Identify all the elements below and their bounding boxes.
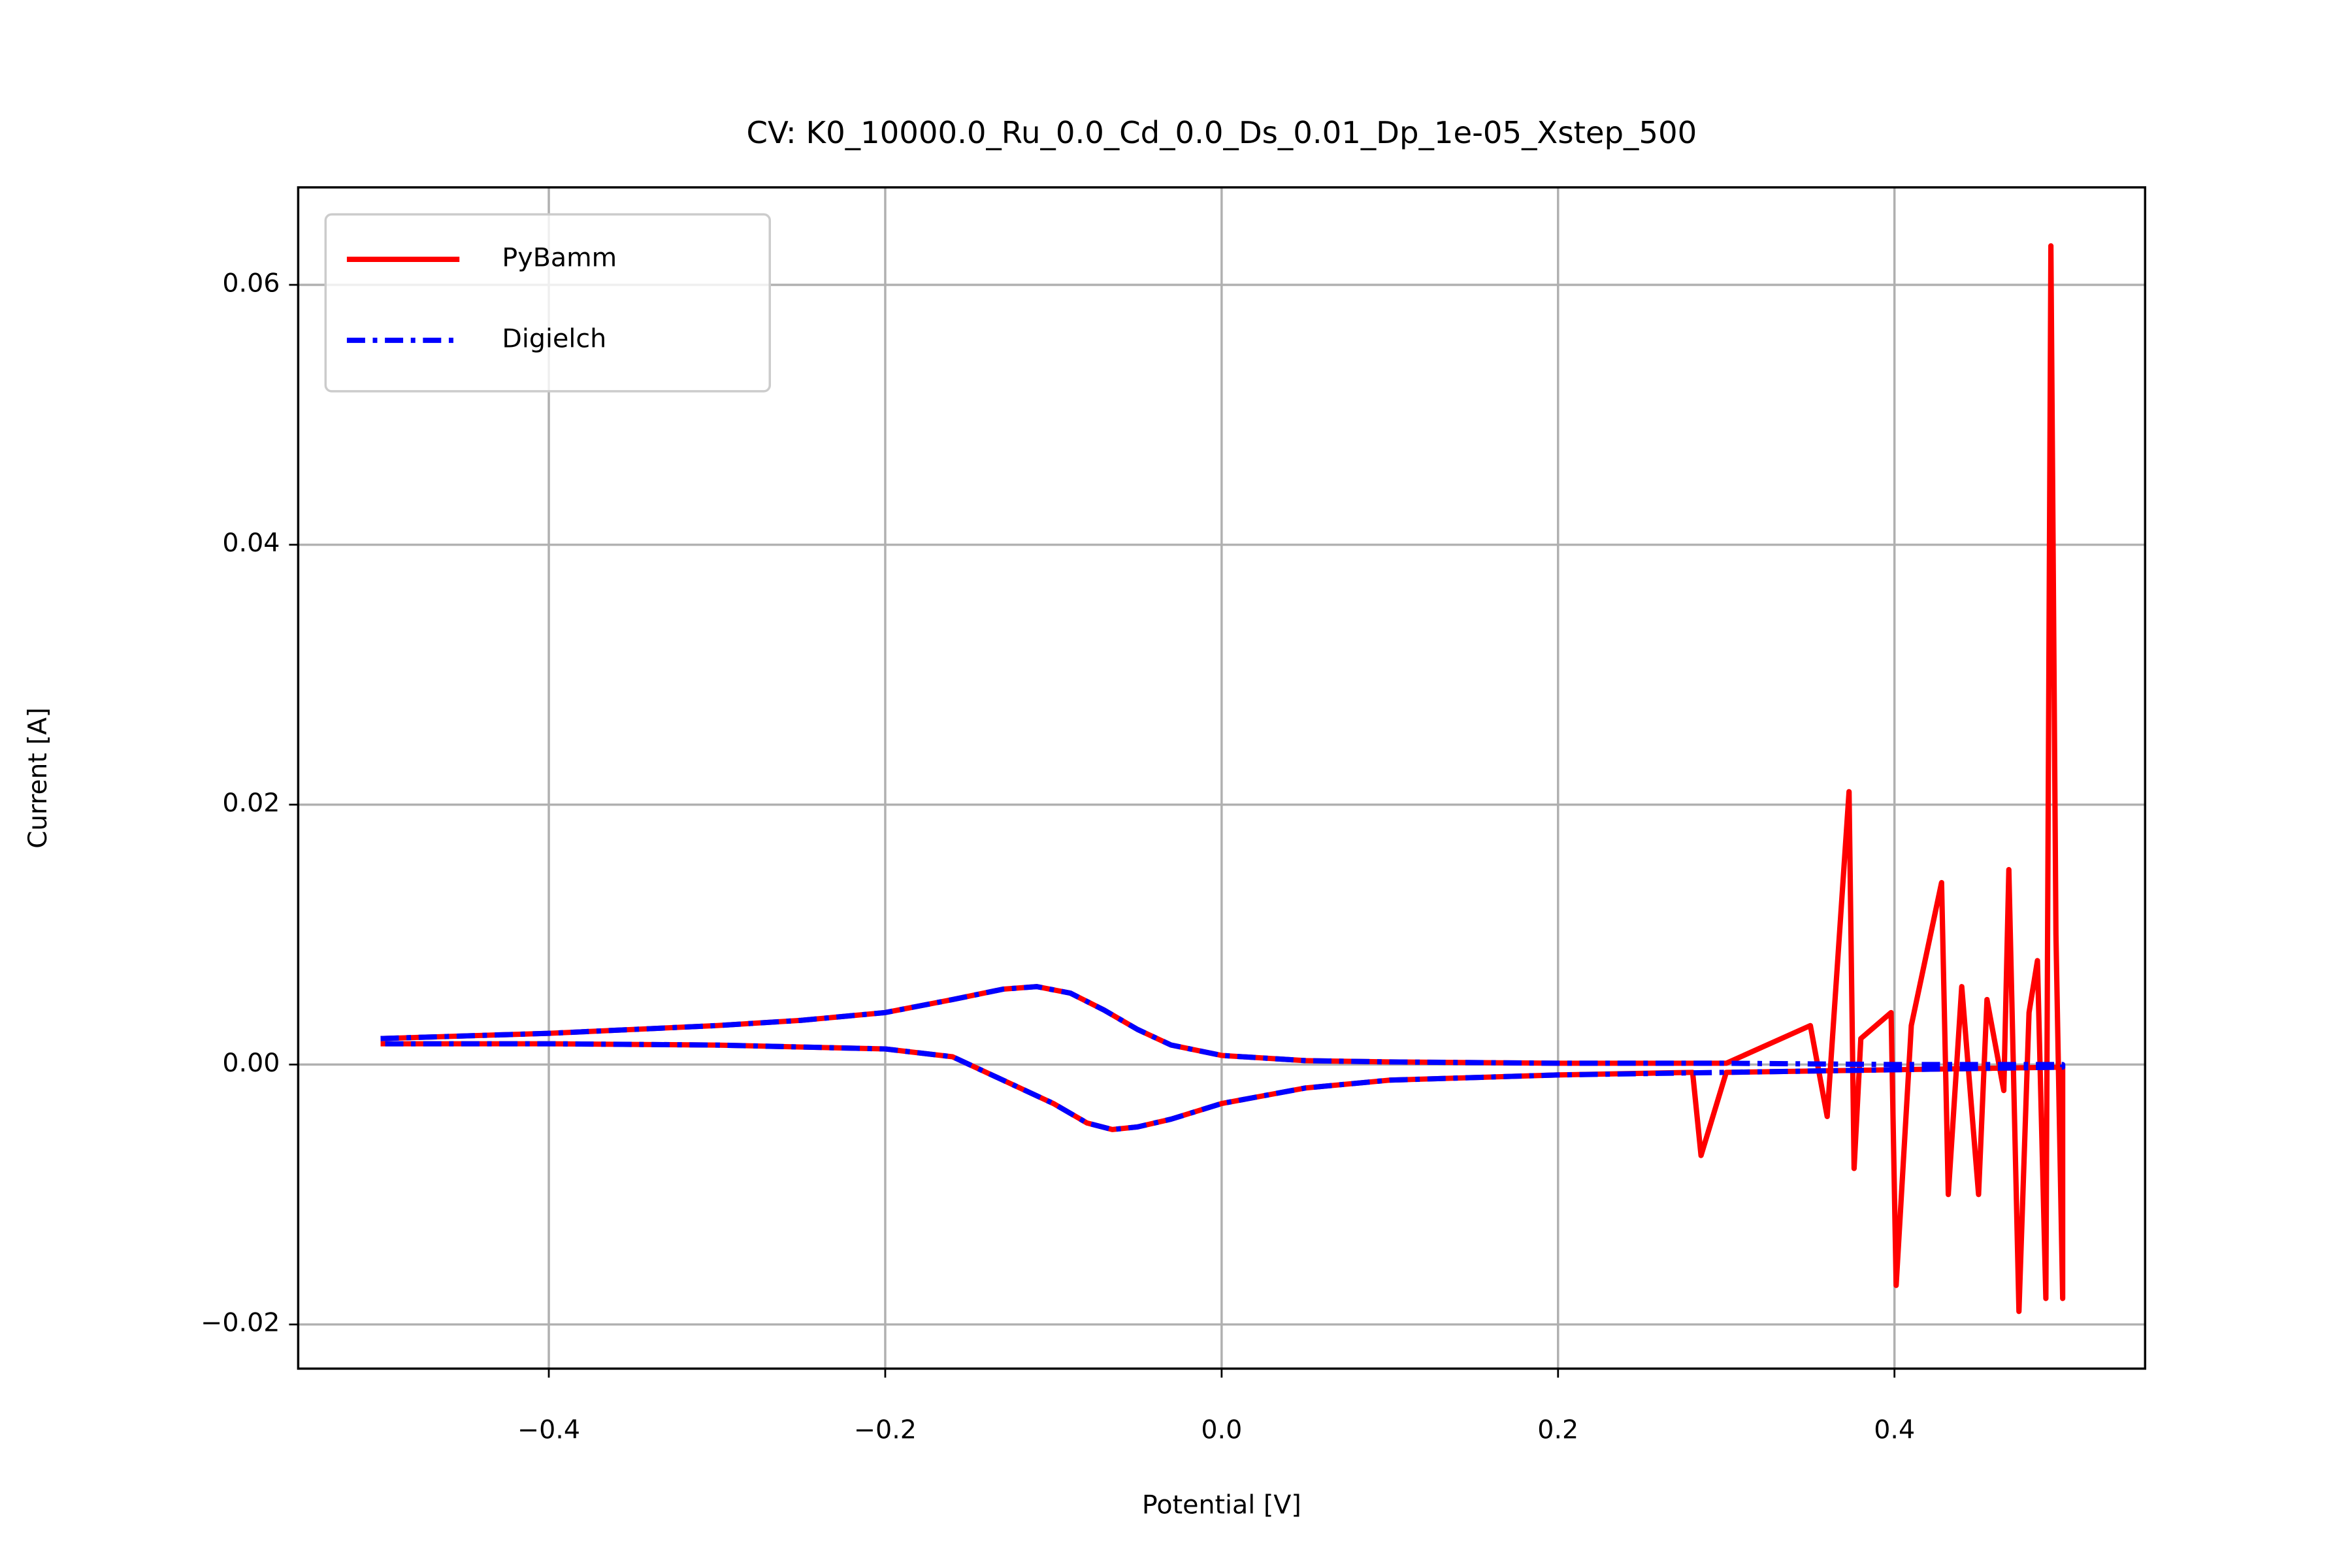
x-tick-label: −0.4: [517, 1416, 580, 1445]
y-tick-label: 0.04: [222, 529, 280, 558]
x-tick-label: 0.2: [1537, 1416, 1578, 1445]
legend-label: Digielch: [502, 325, 606, 354]
y-tick-label: 0.06: [222, 269, 280, 299]
y-axis-label: Current [A]: [24, 708, 53, 849]
data-line: [380, 243, 2066, 1315]
y-tick-label: 0.00: [222, 1049, 280, 1078]
x-tick-label: 0.0: [1201, 1416, 1242, 1445]
legend-label: PyBamm: [502, 244, 617, 273]
legend: PyBamm Digielch: [324, 213, 772, 393]
plot-frame: [297, 186, 2147, 1370]
y-tick-label: −0.02: [201, 1309, 280, 1338]
legend-box: [324, 213, 772, 393]
x-tick-label: −0.2: [854, 1416, 917, 1445]
data-line: [380, 984, 2066, 1132]
x-axis-label: Potential [V]: [1142, 1491, 1301, 1520]
x-tick-label: 0.4: [1874, 1416, 1915, 1445]
chart-title: CV: K0_10000.0_Ru_0.0_Cd_0.0_Ds_0.01_Dp_…: [747, 115, 1697, 150]
y-tick-label: 0.02: [222, 789, 280, 818]
